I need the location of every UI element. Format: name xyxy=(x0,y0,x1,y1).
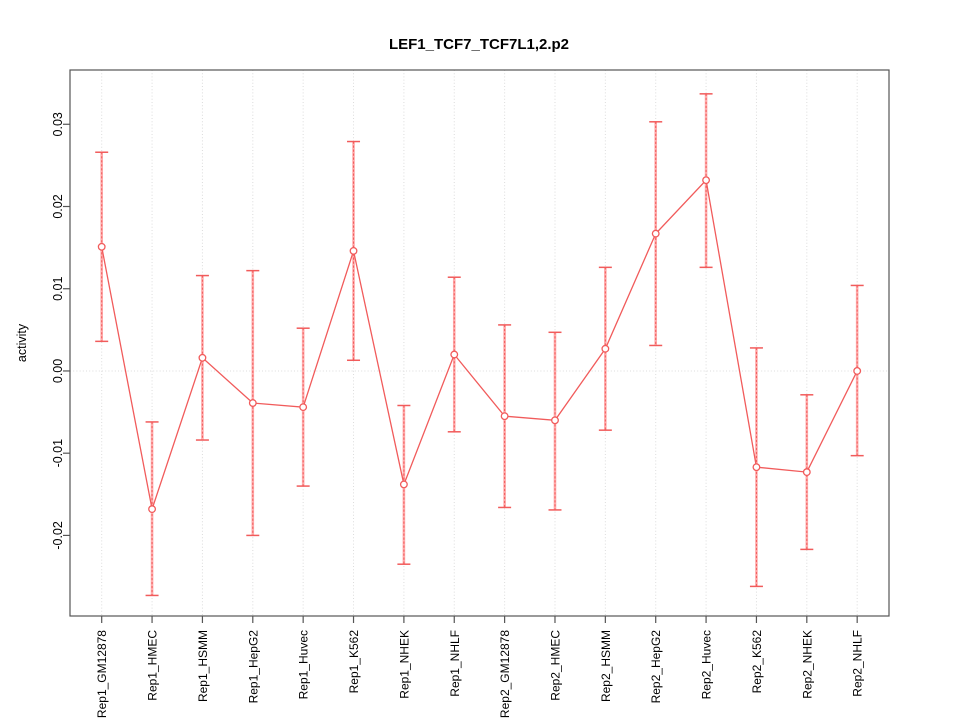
data-point-marker xyxy=(399,480,408,489)
data-point-marker xyxy=(500,412,509,421)
plot-border xyxy=(69,69,890,617)
x-category-label: Rep2_HSMM xyxy=(599,630,613,702)
x-category-label: Rep2_K562 xyxy=(750,630,764,694)
x-category-label: Rep1_HMEC xyxy=(146,630,160,701)
x-category-label: Rep2_NHEK xyxy=(800,630,814,699)
y-tick-label: 0.02 xyxy=(51,194,65,218)
x-category-label: Rep1_Huvec xyxy=(297,630,311,699)
data-point-marker xyxy=(349,246,358,255)
data-point-marker xyxy=(148,505,157,514)
y-axis-title: activity xyxy=(15,323,29,362)
x-category-label: Rep2_GM12878 xyxy=(498,630,512,718)
data-point-marker xyxy=(702,176,711,185)
x-category-label: Rep1_GM12878 xyxy=(95,630,109,718)
data-point-marker xyxy=(97,242,106,251)
data-point-marker xyxy=(299,403,308,412)
x-category-label: Rep1_NHEK xyxy=(397,630,411,699)
data-point-marker xyxy=(601,344,610,353)
data-point-marker xyxy=(651,229,660,238)
x-category-label: Rep1_HSMM xyxy=(196,630,210,702)
y-tick-label: -0.01 xyxy=(51,439,65,468)
y-tick-label: -0.02 xyxy=(51,521,65,550)
x-category-label: Rep2_NHLF xyxy=(851,630,865,697)
data-point-marker xyxy=(248,399,257,407)
data-point-marker xyxy=(752,463,761,472)
series-line xyxy=(101,178,858,512)
y-tick-label: 0.00 xyxy=(51,359,65,383)
data-point-marker xyxy=(198,353,207,362)
data-point-marker xyxy=(853,367,862,375)
data-point-marker xyxy=(802,468,811,477)
x-category-label: Rep2_HepG2 xyxy=(649,630,663,704)
x-category-label: Rep1_NHLF xyxy=(448,630,462,697)
plot-area: -0.02 -0.01 0.00 0.01 0.02 0.03 Rep1_GM12878 Re… xyxy=(51,69,890,718)
y-tick-label: 0.03 xyxy=(51,112,65,136)
y-tick-label: 0.01 xyxy=(51,277,65,301)
chart-title: LEF1_TCF7_TCF7L1,2.p2 xyxy=(389,36,569,53)
x-category-label: Rep2_Huvec xyxy=(700,630,714,699)
data-point-marker xyxy=(450,350,459,359)
x-category-label: Rep1_K562 xyxy=(347,630,361,694)
x-category-label: Rep2_HMEC xyxy=(548,630,562,701)
data-point-marker xyxy=(551,416,559,425)
x-category-label: Rep1_HepG2 xyxy=(246,630,260,704)
